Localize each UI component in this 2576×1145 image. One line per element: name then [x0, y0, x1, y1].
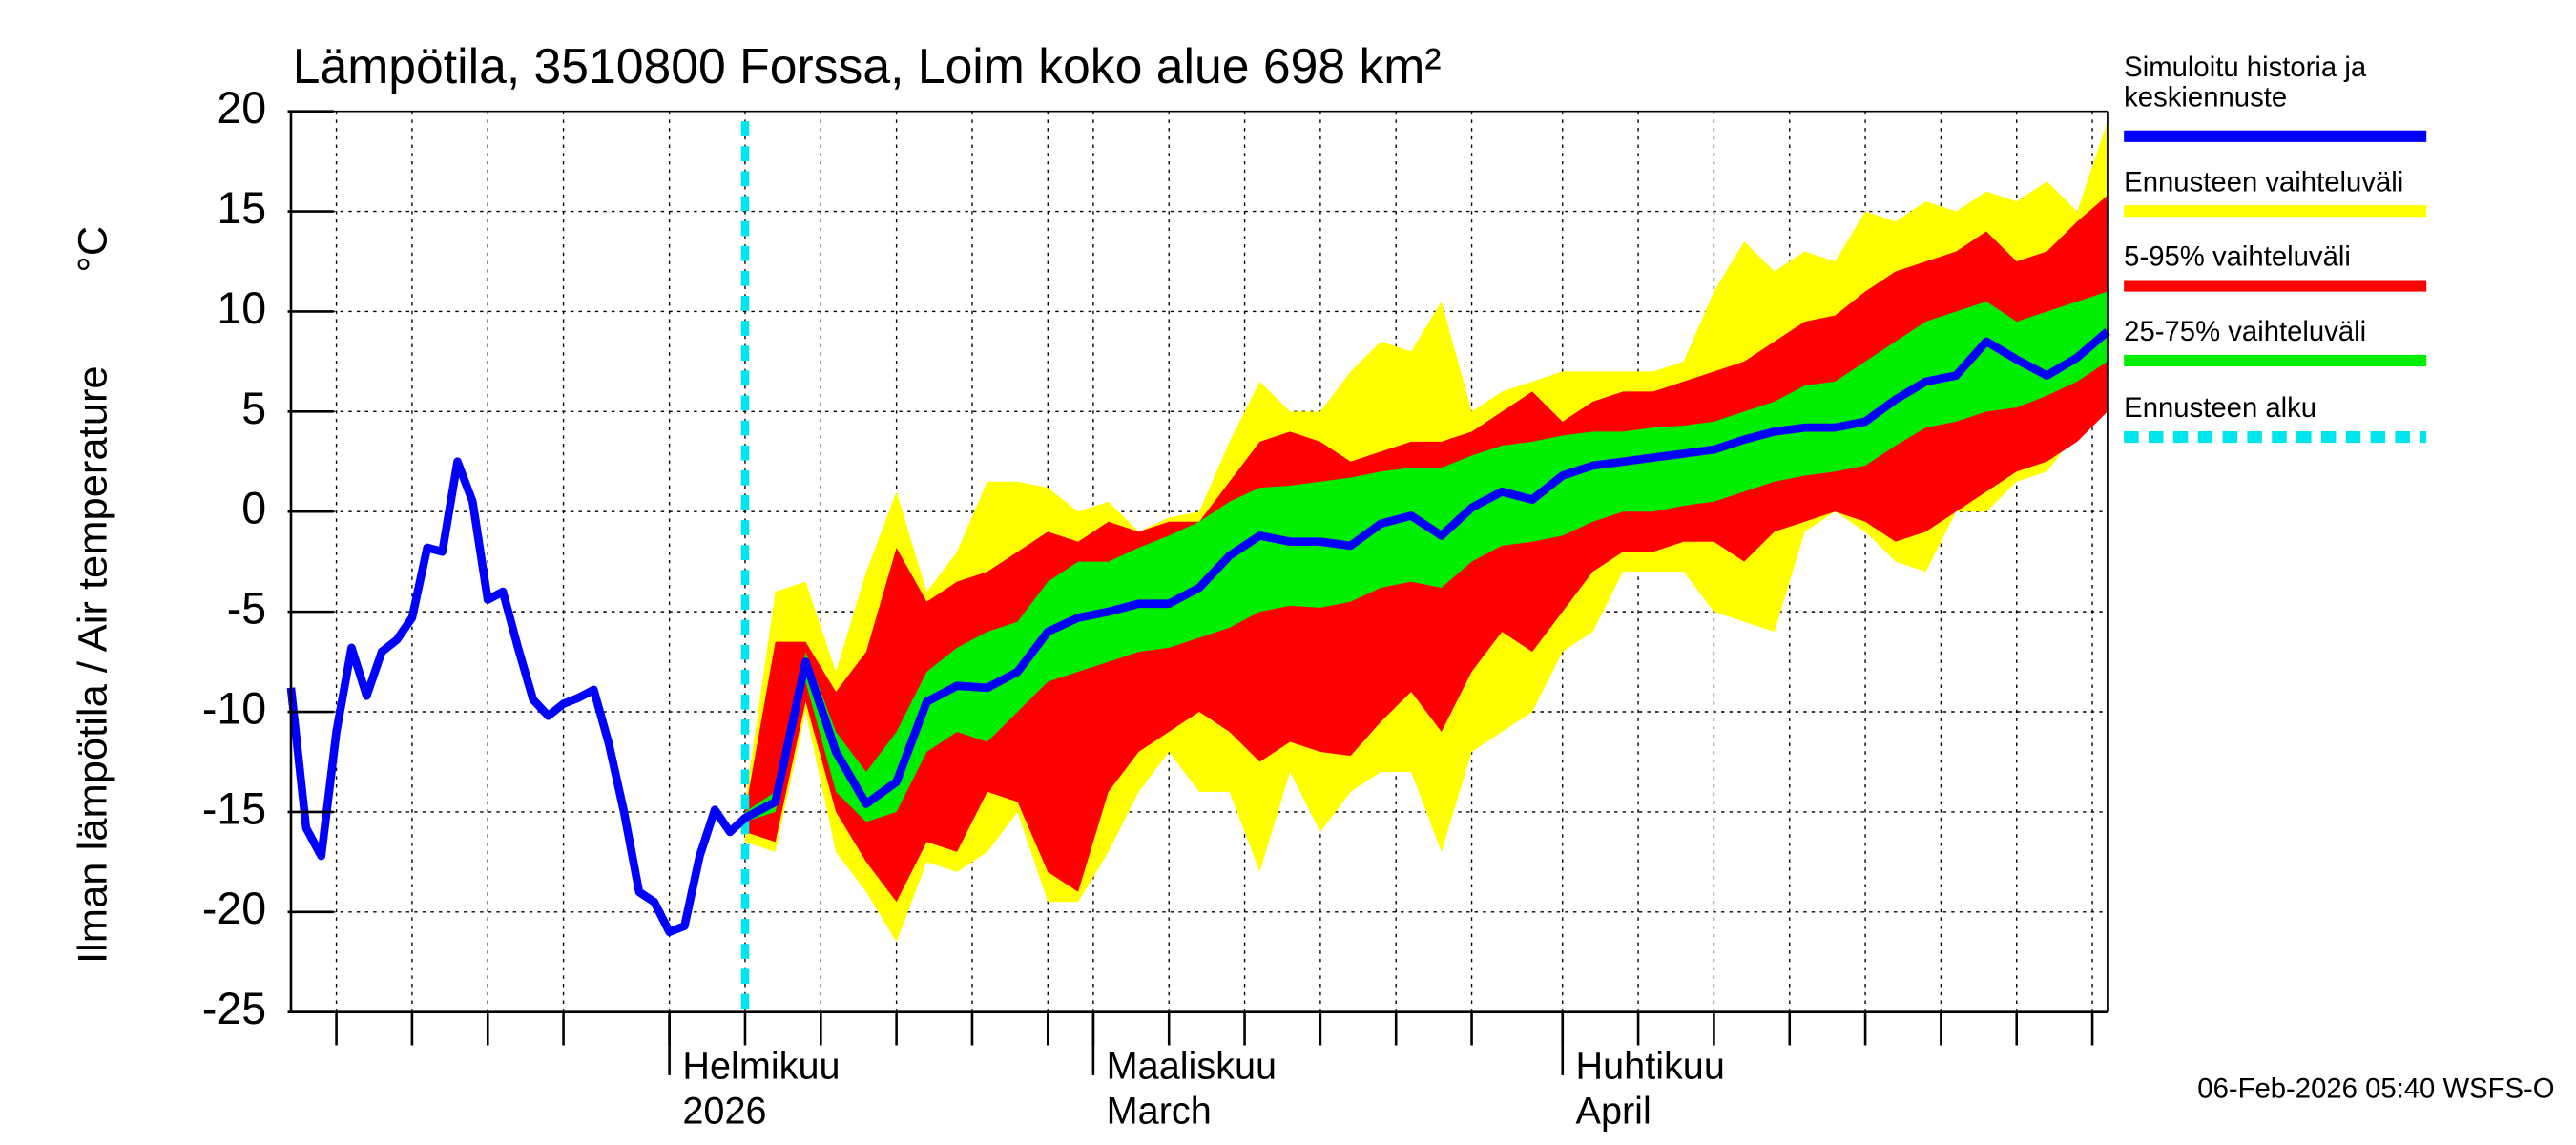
- x-tick-label: Maaliskuu: [1107, 1045, 1277, 1087]
- legend-label: 25-75% vaihteluväli: [2124, 315, 2367, 348]
- y-tick-label: 15: [217, 183, 266, 233]
- x-tick-sublabel: March: [1107, 1090, 1212, 1132]
- y-axis-unit: °C: [71, 226, 116, 273]
- y-tick-label: -15: [202, 783, 266, 833]
- y-axis-label: Ilman lämpötila / Air temperature: [71, 365, 116, 964]
- legend-item: Ennusteen alku: [2124, 392, 2317, 425]
- timestamp: 06-Feb-2026 05:40 WSFS-O: [2197, 1072, 2554, 1104]
- legend-label: Ennusteen vaihteluväli: [2124, 166, 2404, 198]
- x-tick-label: Huhtikuu: [1576, 1045, 1725, 1087]
- y-tick-label: 5: [241, 384, 266, 433]
- y-tick-label: -25: [202, 984, 266, 1033]
- x-tick-sublabel: April: [1576, 1090, 1652, 1132]
- chart-title: Lämpötila, 3510800 Forssa, Loim koko alu…: [293, 39, 1442, 94]
- legend-item: 5-95% vaihteluväli: [2124, 240, 2351, 273]
- y-tick-label: -5: [227, 583, 266, 633]
- legend-label: Ennusteen alku: [2124, 392, 2317, 425]
- y-tick-label: -20: [202, 884, 266, 933]
- x-tick-sublabel: 2026: [682, 1090, 766, 1132]
- legend-item: Simuloitu historia ja keskiennuste: [2124, 52, 2367, 114]
- legend-item: Ennusteen vaihteluväli: [2124, 166, 2404, 198]
- y-tick-label: 10: [217, 283, 266, 333]
- y-tick-label: 0: [241, 483, 266, 532]
- y-tick-label: -10: [202, 683, 266, 733]
- x-tick-label: Helmikuu: [682, 1045, 840, 1087]
- forecast-band: [744, 291, 2108, 822]
- y-tick-label: 20: [217, 83, 266, 133]
- legend-label: Simuloitu historia ja keskiennuste: [2124, 52, 2367, 114]
- median-line: [286, 328, 2110, 937]
- legend-label: 5-95% vaihteluväli: [2124, 240, 2351, 273]
- legend-item: 25-75% vaihteluväli: [2124, 315, 2367, 348]
